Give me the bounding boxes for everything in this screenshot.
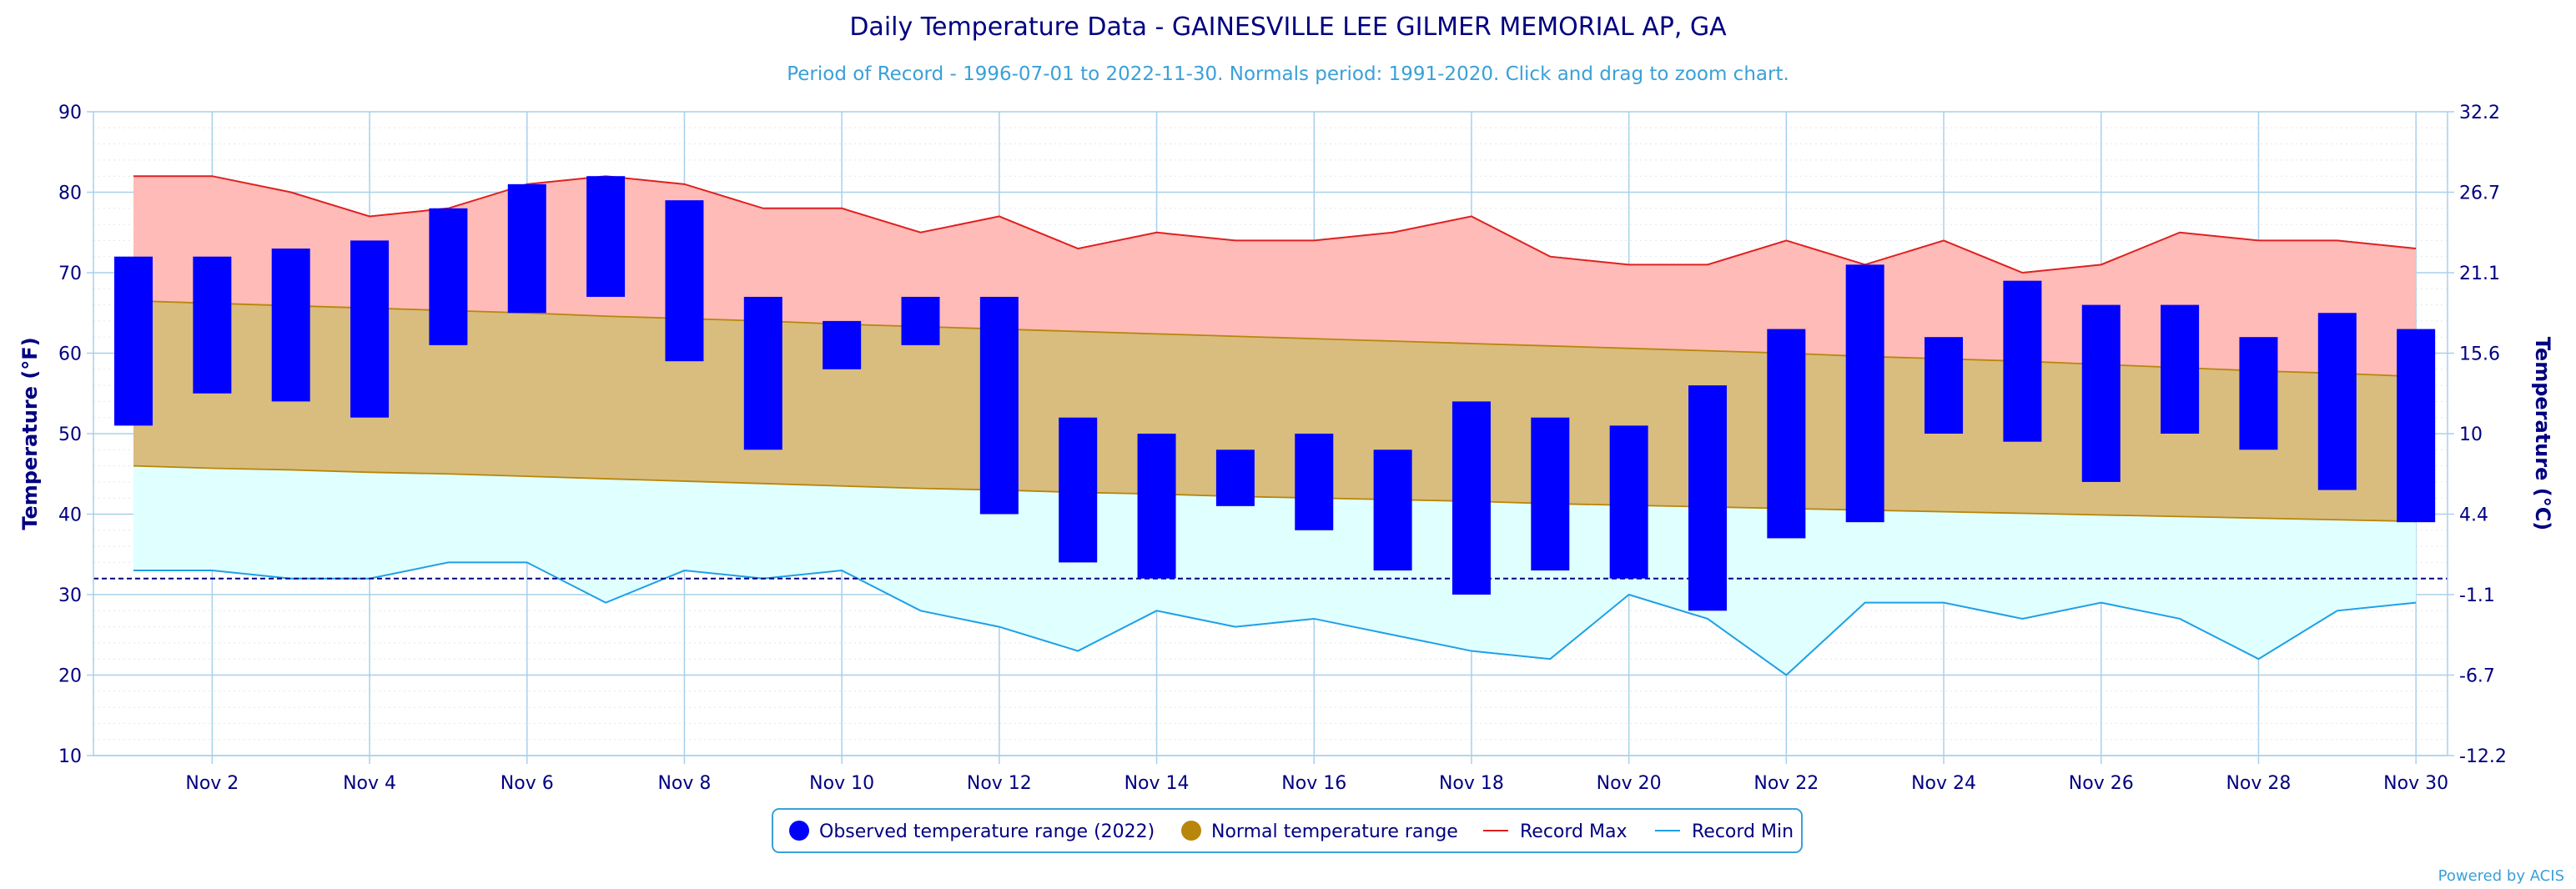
y-axis-left: 10 20 30 40 50 60 70 80 90 xyxy=(58,103,94,767)
y-tick-label-left: 40 xyxy=(58,505,82,526)
observed-bar-nov-22[interactable] xyxy=(1767,329,1806,539)
gold-circle-icon xyxy=(1181,821,1201,841)
x-axis: Nov 2 Nov 4 Nov 6 Nov 8 Nov 10 Nov 12 Nov 14 No… xyxy=(93,755,2448,794)
observed-bar-nov-13[interactable] xyxy=(1059,417,1098,563)
x-tick-label: Nov 6 xyxy=(501,773,554,794)
y-tick-label-left: 90 xyxy=(58,103,82,123)
legend-box xyxy=(772,808,1803,853)
observed-bar-nov-23[interactable] xyxy=(1845,264,1884,523)
x-tick-label: Nov 2 xyxy=(185,773,239,794)
legend-item-record-max[interactable]: Record Max xyxy=(1483,821,1628,842)
y-tick-label-right: 32.2 xyxy=(2459,103,2500,123)
observed-bar-nov-12[interactable] xyxy=(979,296,1019,515)
y-tick-label-left: 20 xyxy=(58,666,82,687)
y-tick-label-left: 10 xyxy=(58,746,82,767)
y-tick-label-right: 21.1 xyxy=(2459,264,2500,284)
observed-bar-nov-14[interactable] xyxy=(1137,434,1176,579)
observed-bar-nov-3[interactable] xyxy=(271,249,310,402)
observed-bar-nov-18[interactable] xyxy=(1452,401,1491,595)
credit-text[interactable]: Powered by ACIS xyxy=(2438,867,2564,885)
y-tick-label-left: 60 xyxy=(58,344,82,365)
y-tick-label-left: 30 xyxy=(58,585,82,606)
y-tick-label-left: 70 xyxy=(58,264,82,284)
x-tick-label: Nov 18 xyxy=(1439,773,1504,794)
legend-label-record-max: Record Max xyxy=(1520,821,1628,842)
x-tick-label: Nov 16 xyxy=(1281,773,1346,794)
y-axis-title-right: Temperature (°C) xyxy=(2531,337,2554,531)
observed-bar-nov-7[interactable] xyxy=(586,176,626,297)
y-tick-label-left: 80 xyxy=(58,183,82,204)
chart-subtitle: Period of Record - 1996-07-01 to 2022-11… xyxy=(787,63,1789,85)
observed-bar-nov-9[interactable] xyxy=(743,296,782,450)
observed-bars[interactable] xyxy=(114,176,2436,611)
observed-bar-nov-28[interactable] xyxy=(2239,337,2278,450)
observed-bar-nov-5[interactable] xyxy=(429,208,468,345)
y-tick-label-left: 50 xyxy=(58,424,82,445)
legend-item-normal[interactable]: Normal temperature range xyxy=(1181,821,1458,842)
legend-label-normal: Normal temperature range xyxy=(1211,821,1458,842)
observed-bar-nov-15[interactable] xyxy=(1215,450,1255,506)
observed-bar-nov-29[interactable] xyxy=(2317,313,2357,490)
observed-bar-nov-4[interactable] xyxy=(350,240,390,418)
x-tick-label: Nov 28 xyxy=(2226,773,2291,794)
x-tick-label: Nov 12 xyxy=(967,773,1032,794)
observed-bar-nov-10[interactable] xyxy=(823,320,862,369)
y-tick-label-right: -1.1 xyxy=(2459,585,2495,606)
observed-bar-nov-19[interactable] xyxy=(1531,417,1570,571)
y-axis-title-left: Temperature (°F) xyxy=(18,337,42,530)
observed-bar-nov-2[interactable] xyxy=(193,256,232,394)
observed-bar-nov-17[interactable] xyxy=(1373,450,1412,571)
x-tick-label: Nov 10 xyxy=(809,773,874,794)
y-tick-label-right: 10 xyxy=(2459,424,2483,445)
chart-title: Daily Temperature Data - GAINESVILLE LEE… xyxy=(849,13,1727,42)
legend-item-record-min[interactable]: Record Min xyxy=(1655,821,1794,842)
x-tick-label: Nov 22 xyxy=(1753,773,1819,794)
normal-low-line xyxy=(133,465,2417,523)
observed-bar-nov-8[interactable] xyxy=(665,200,704,362)
x-tick-label: Nov 24 xyxy=(1911,773,1976,794)
y-tick-label-right: 4.4 xyxy=(2459,505,2488,526)
observed-bar-nov-6[interactable] xyxy=(507,183,546,314)
legend[interactable]: Observed temperature range (2022) Normal… xyxy=(772,808,1803,853)
observed-bar-nov-25[interactable] xyxy=(2003,280,2042,442)
record-min-line xyxy=(133,561,2417,676)
legend-item-observed[interactable]: Observed temperature range (2022) xyxy=(789,821,1155,842)
x-tick-label: Nov 4 xyxy=(343,773,396,794)
observed-bar-nov-30[interactable] xyxy=(2397,329,2436,523)
record-max-area xyxy=(133,176,2417,377)
blue-circle-icon xyxy=(789,821,809,841)
observed-bar-nov-24[interactable] xyxy=(1924,337,1964,434)
observed-bar-nov-16[interactable] xyxy=(1295,434,1334,530)
x-tick-label: Nov 20 xyxy=(1597,773,1662,794)
y-tick-label-right: -12.2 xyxy=(2459,746,2507,767)
observed-bar-nov-26[interactable] xyxy=(2081,304,2121,482)
x-tick-label: Nov 26 xyxy=(2069,773,2134,794)
observed-bar-nov-21[interactable] xyxy=(1688,385,1727,611)
x-tick-label: Nov 14 xyxy=(1124,773,1190,794)
x-tick-label: Nov 8 xyxy=(657,773,711,794)
observed-bar-nov-27[interactable] xyxy=(2161,304,2200,434)
observed-bar-nov-1[interactable] xyxy=(114,256,153,426)
observed-bar-nov-20[interactable] xyxy=(1609,425,1648,579)
record-min-area xyxy=(133,465,2417,676)
legend-label-observed: Observed temperature range (2022) xyxy=(819,821,1155,842)
y-tick-label-right: 26.7 xyxy=(2459,183,2500,204)
legend-label-record-min: Record Min xyxy=(1692,821,1794,842)
y-tick-label-right: 15.6 xyxy=(2459,344,2500,365)
y-tick-label-right: -6.7 xyxy=(2459,666,2495,687)
x-tick-label: Nov 30 xyxy=(2383,773,2448,794)
y-axis-right: -12.2 -6.7 -1.1 4.4 10 15.6 21.1 26.7 32.2 xyxy=(2447,103,2507,767)
observed-bar-nov-11[interactable] xyxy=(901,296,940,345)
